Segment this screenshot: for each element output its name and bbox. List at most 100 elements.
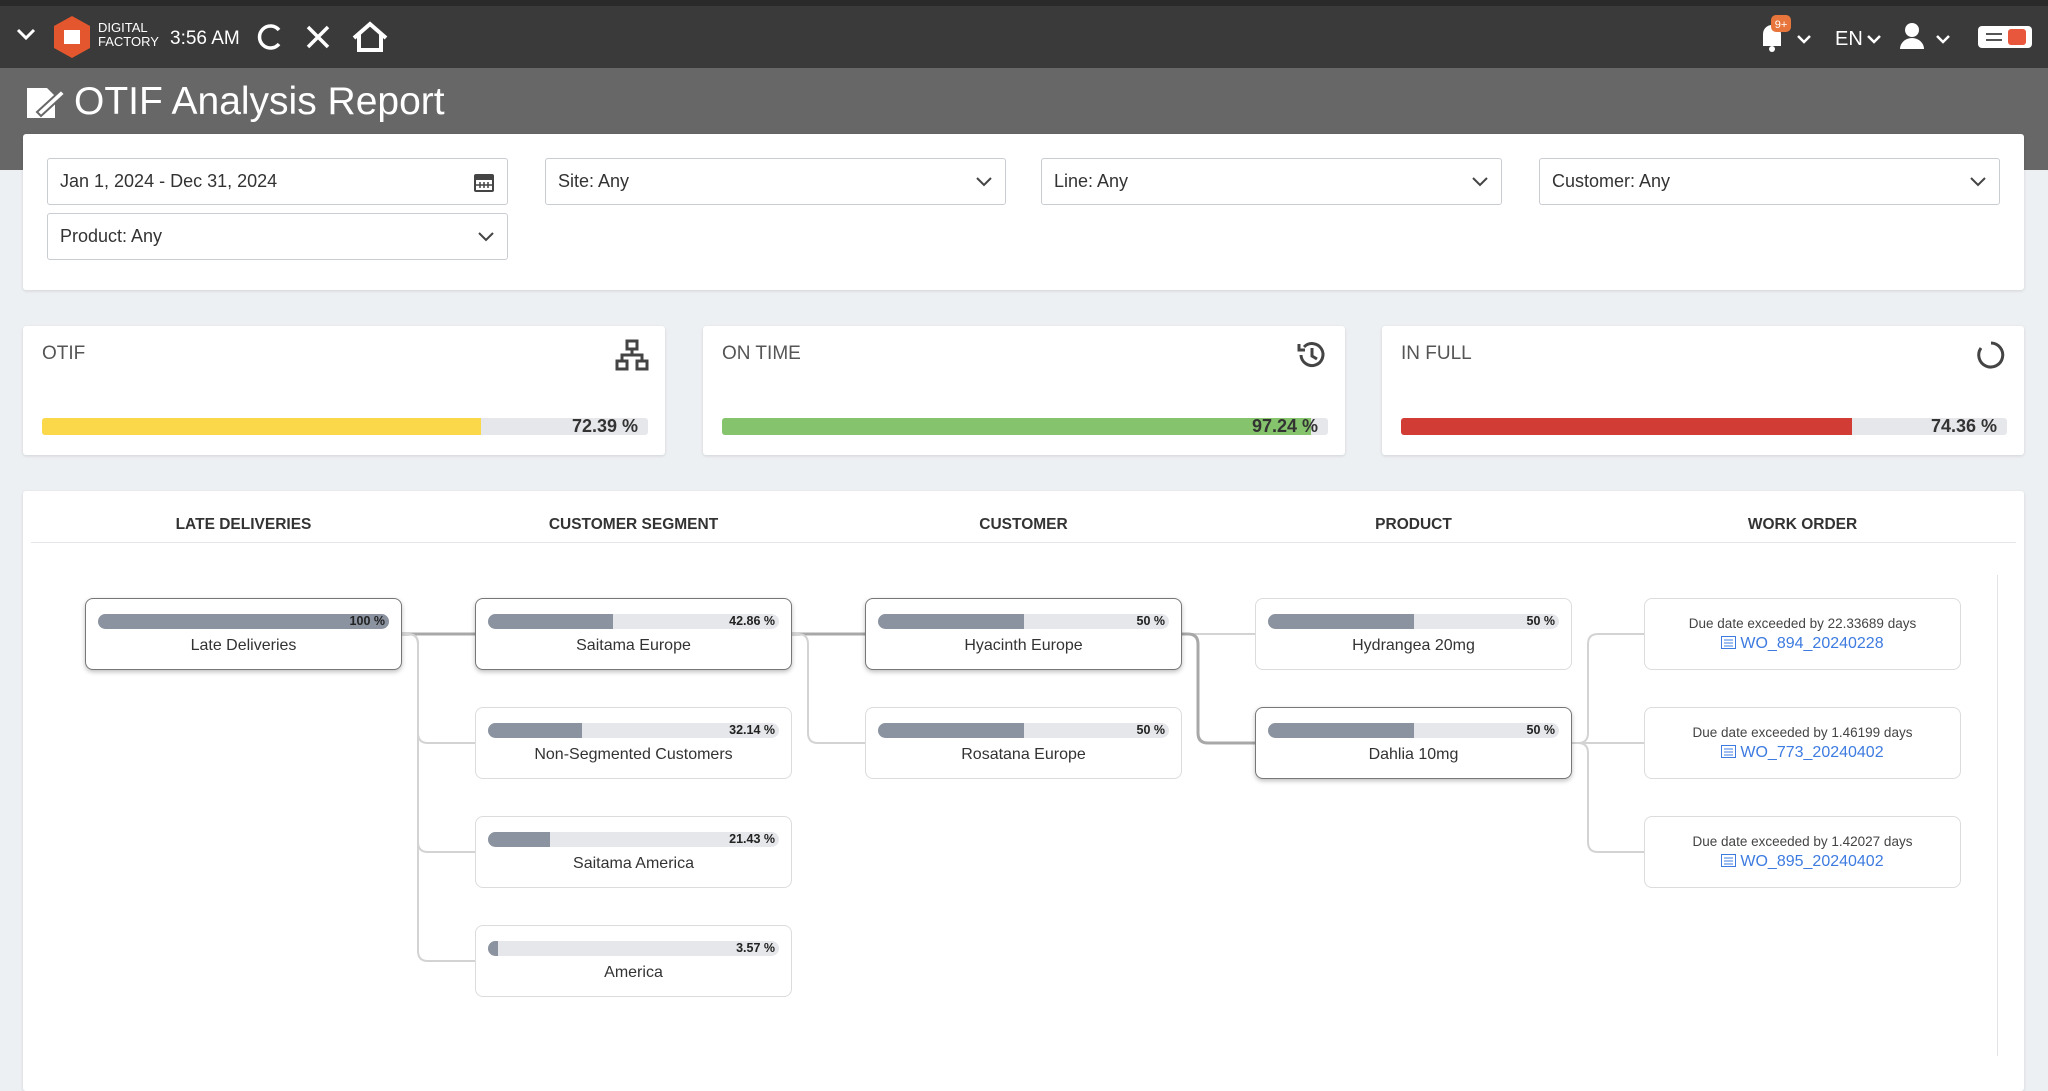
- node-value: 42.86 %: [729, 614, 775, 628]
- node-label: Hyacinth Europe: [964, 637, 1083, 654]
- switch-button[interactable]: [1978, 26, 2032, 48]
- list-icon: [1721, 854, 1737, 867]
- brand-line: DIGITAL: [98, 20, 148, 35]
- menu-toggle[interactable]: [16, 28, 36, 41]
- kpi-track: 72.39 %: [42, 418, 648, 435]
- notifications[interactable]: 9+: [1763, 15, 1811, 52]
- user-menu[interactable]: [1900, 23, 1950, 49]
- connector: [402, 633, 475, 744]
- line-value: Line: Any: [1054, 171, 1129, 191]
- top-bar: DIGITAL FACTORY 3:56 AM 9+ EN: [0, 0, 2048, 68]
- tree-node[interactable]: 50 % Dahlia 10mg: [1255, 707, 1572, 779]
- brand-line: FACTORY: [98, 34, 159, 49]
- node-track: 50 %: [1268, 614, 1559, 629]
- node-label: Late Deliveries: [190, 637, 297, 654]
- node-label: Rosatana Europe: [961, 746, 1086, 763]
- node-label: Saitama America: [573, 855, 694, 872]
- work-order-link[interactable]: WO_894_20240228: [1645, 635, 1960, 653]
- site-filter[interactable]: Site: Any: [545, 158, 1006, 205]
- node-value: 50 %: [1136, 614, 1166, 628]
- column-header: LATE DELIVERIES: [175, 516, 312, 533]
- tree-node[interactable]: 42.86 % Saitama Europe: [475, 598, 792, 670]
- line-filter[interactable]: Line: Any: [1041, 158, 1502, 205]
- node-label: America: [604, 964, 663, 981]
- calendar-icon: [474, 173, 494, 192]
- node-label: Non-Segmented Customers: [534, 746, 733, 763]
- node-track: 32.14 %: [488, 723, 779, 738]
- connector: [1182, 632, 1255, 745]
- tree-node[interactable]: 50 % Hyacinth Europe: [865, 598, 1182, 670]
- tree-node[interactable]: 21.43 % Saitama America: [475, 816, 792, 888]
- work-order-link[interactable]: WO_895_20240402: [1645, 853, 1960, 871]
- product-value: Product: Any: [60, 226, 163, 246]
- list-icon: [1721, 636, 1737, 649]
- kpi-bar: [722, 418, 1312, 435]
- connector: [402, 633, 475, 962]
- date-range: Jan 1, 2024 - Dec 31, 2024: [60, 171, 278, 191]
- kpi-icon: [615, 339, 649, 371]
- clock: 3:56 AM: [170, 28, 240, 49]
- node-value: 3.57 %: [736, 941, 775, 955]
- node-bar: [98, 614, 389, 629]
- list-icon: [1721, 745, 1737, 758]
- node-bar: [878, 614, 1024, 629]
- kpi-title: ON TIME: [722, 343, 801, 364]
- product-filter[interactable]: Product: Any: [47, 213, 508, 260]
- refresh-button[interactable]: [257, 24, 281, 50]
- scroll-track: [1997, 575, 1998, 1056]
- node-track: 21.43 %: [488, 832, 779, 847]
- work-order-node: Due date exceeded by 1.46199 days WO_773_…: [1644, 707, 1961, 779]
- connector: [1572, 633, 1644, 744]
- node-track: 100 %: [98, 614, 389, 629]
- tree-node[interactable]: 50 % Rosatana Europe: [865, 707, 1182, 779]
- node-bar: [488, 941, 499, 956]
- kpi-icon: [1297, 342, 1325, 368]
- kpi-bar: [42, 418, 481, 435]
- tree-node[interactable]: 3.57 % America: [475, 925, 792, 997]
- column-header: CUSTOMER: [979, 516, 1068, 533]
- column-header: WORK ORDER: [1747, 516, 1858, 533]
- kpi-value: 74.36 %: [1930, 418, 1997, 435]
- tree-card: [23, 491, 2024, 1091]
- logo[interactable]: DIGITAL FACTORY: [54, 16, 159, 58]
- notification-badge: 9+: [1775, 19, 1788, 31]
- kpi-card: OTIF 72.39 %: [23, 326, 665, 455]
- date-filter[interactable]: Jan 1, 2024 - Dec 31, 2024: [47, 158, 508, 205]
- node-track: 50 %: [1268, 723, 1559, 738]
- node-value: 50 %: [1136, 723, 1166, 737]
- kpi-card: ON TIME 97.24 %: [703, 326, 1345, 455]
- kpi-card: IN FULL 74.36 %: [1382, 326, 2024, 455]
- kpi-value: 97.24 %: [1251, 418, 1318, 435]
- kpi-icon: [1977, 341, 2005, 369]
- fullscreen-button[interactable]: [306, 25, 330, 49]
- tree-node[interactable]: 100 % Late Deliveries: [85, 598, 402, 670]
- home-button[interactable]: [352, 21, 388, 52]
- connector-layer: [402, 632, 1644, 962]
- page-title: OTIF Analysis Report: [74, 80, 445, 123]
- column-header: PRODUCT: [1375, 516, 1452, 533]
- node-value: 100 %: [349, 614, 385, 628]
- kpi-track: 74.36 %: [1401, 418, 2007, 435]
- node-label: Dahlia 10mg: [1368, 746, 1459, 763]
- site-value: Site: Any: [558, 171, 630, 191]
- node-bar: [488, 832, 551, 847]
- tree-node[interactable]: 50 % Hydrangea 20mg: [1255, 598, 1572, 670]
- tree-node[interactable]: 32.14 % Non-Segmented Customers: [475, 707, 792, 779]
- node-bar: [1268, 614, 1414, 629]
- node-bar: [488, 723, 582, 738]
- node-label: Saitama Europe: [576, 637, 691, 654]
- customer-value: Customer: Any: [1552, 171, 1671, 191]
- language-menu[interactable]: EN: [1835, 28, 1881, 50]
- node-value: 50 %: [1526, 723, 1556, 737]
- node-track: 42.86 %: [488, 614, 779, 629]
- node-label: Hydrangea 20mg: [1352, 637, 1475, 654]
- work-order-node: Due date exceeded by 22.33689 days WO_894…: [1644, 598, 1961, 670]
- connector: [792, 633, 865, 744]
- node-track: 50 %: [878, 723, 1169, 738]
- top-bar-icons: DIGITAL FACTORY 3:56 AM 9+ EN: [16, 15, 2032, 58]
- kpi-bar: [1401, 418, 1852, 435]
- customer-filter[interactable]: Customer: Any: [1539, 158, 2000, 205]
- kpi-value: 72.39 %: [571, 418, 638, 435]
- work-order-link[interactable]: WO_773_20240402: [1645, 744, 1960, 762]
